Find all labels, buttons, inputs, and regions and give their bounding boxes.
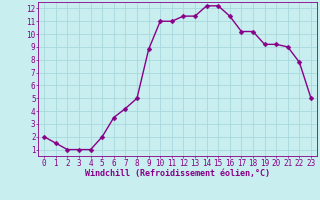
X-axis label: Windchill (Refroidissement éolien,°C): Windchill (Refroidissement éolien,°C) (85, 169, 270, 178)
